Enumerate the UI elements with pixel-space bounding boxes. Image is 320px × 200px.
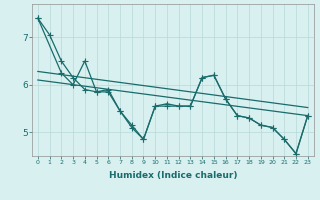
X-axis label: Humidex (Indice chaleur): Humidex (Indice chaleur)	[108, 171, 237, 180]
